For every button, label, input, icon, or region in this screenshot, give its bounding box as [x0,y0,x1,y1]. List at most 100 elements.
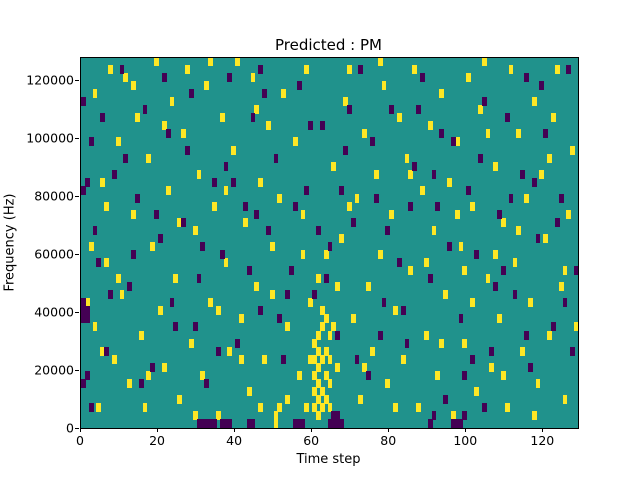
heatmap-cell [107,65,113,75]
heatmap-cell [350,217,356,227]
heatmap-cell [215,410,221,420]
heatmap-cell [316,394,321,404]
heatmap-cell [431,169,437,179]
heatmap-cell [296,81,302,91]
heatmap-cell [208,58,213,67]
heatmap-cell [84,177,90,187]
heatmap-cell [138,378,144,388]
heatmap-cell [281,89,287,99]
heatmap-cell [377,330,383,340]
heatmap-cell [423,258,429,268]
heatmap-cell [420,185,425,195]
heatmap-cell [331,322,337,332]
heatmap-cell [319,402,325,412]
heatmap-cell [412,161,418,171]
heatmap-cell [81,97,86,107]
heatmap-cell [377,58,383,67]
x-tick-mark [234,428,236,432]
heatmap-cell [539,169,545,179]
heatmap-cell [531,177,537,187]
heatmap-cell [204,418,210,428]
heatmap-cell [373,193,379,203]
heatmap-cell [447,242,452,252]
heatmap-cell [466,73,472,83]
heatmap-cell [574,322,578,332]
heatmap-cell [246,266,252,276]
heatmap-cell [223,161,229,171]
heatmap-cell [531,97,537,107]
heatmap-cell [211,201,217,211]
y-tick-label: 100000 [26,130,74,146]
heatmap-cell [84,370,90,380]
heatmap-cell [454,418,460,428]
heatmap-cell [481,58,487,67]
heatmap-cell [323,314,329,324]
heatmap-cell [208,298,213,308]
heatmap-cell [458,418,464,428]
chart-title: Predicted : PM [275,36,382,54]
heatmap-cell [377,250,383,260]
heatmap-cell [323,250,329,260]
heatmap-cell [574,266,578,276]
heatmap-cell [188,89,194,99]
heatmap-cell [466,185,472,195]
heatmap-cell [92,225,98,235]
heatmap-cell [416,402,422,412]
heatmap-cell [246,418,252,428]
heatmap-cell [508,193,514,203]
heatmap-cell [169,97,175,107]
y-tick-label: 0 [66,420,74,436]
heatmap-cell [381,298,387,308]
heatmap-cell [273,418,279,428]
heatmap-cell [327,378,333,388]
heatmap-cell [169,298,175,308]
y-tick-label: 120000 [26,72,74,88]
heatmap-cell [396,113,402,123]
heatmap-cell [504,402,510,412]
heatmap-cell [161,73,167,83]
heatmap-cell [227,418,233,428]
y-tick-mark [75,138,79,140]
heatmap-cell [520,346,526,356]
heatmap-cell [404,338,410,348]
heatmap-cell [134,193,140,203]
heatmap-cell [354,193,360,203]
heatmap-cell [100,346,106,356]
heatmap-cell [281,354,287,364]
heatmap-cell [158,233,163,243]
heatmap-cell [123,153,129,163]
heatmap-cell [196,418,202,428]
heatmap-cell [362,362,368,372]
heatmap-cell [316,378,321,388]
x-tick-mark [388,428,390,432]
heatmap-cell [489,346,495,356]
heatmap-cell [165,129,171,139]
heatmap-cell [200,242,206,252]
heatmap-cell [215,346,221,356]
y-tick-mark [75,80,79,82]
heatmap-cell [300,250,306,260]
heatmap-cell [277,314,283,324]
heatmap-cell [485,129,491,139]
heatmap-cell [211,418,217,428]
heatmap-cell [558,282,564,292]
heatmap-cell [346,201,352,211]
heatmap-cell [81,378,86,388]
heatmap-cell [312,370,317,380]
heatmap-cell [185,145,190,155]
heatmap-cell [100,113,106,123]
heatmap-cell [154,209,160,219]
heatmap-plot [80,57,579,429]
heatmap-cell [292,137,298,147]
heatmap-cell [192,322,198,332]
heatmap-cell [447,177,452,187]
x-tick-mark [542,428,544,432]
heatmap-cell [138,330,144,340]
heatmap-cell [335,410,341,420]
y-tick-mark [75,370,79,372]
heatmap-cell [185,65,190,75]
heatmap-cell [119,65,125,75]
heatmap-cell [393,306,398,316]
heatmap-cell [300,418,306,428]
heatmap-cell [92,322,98,332]
